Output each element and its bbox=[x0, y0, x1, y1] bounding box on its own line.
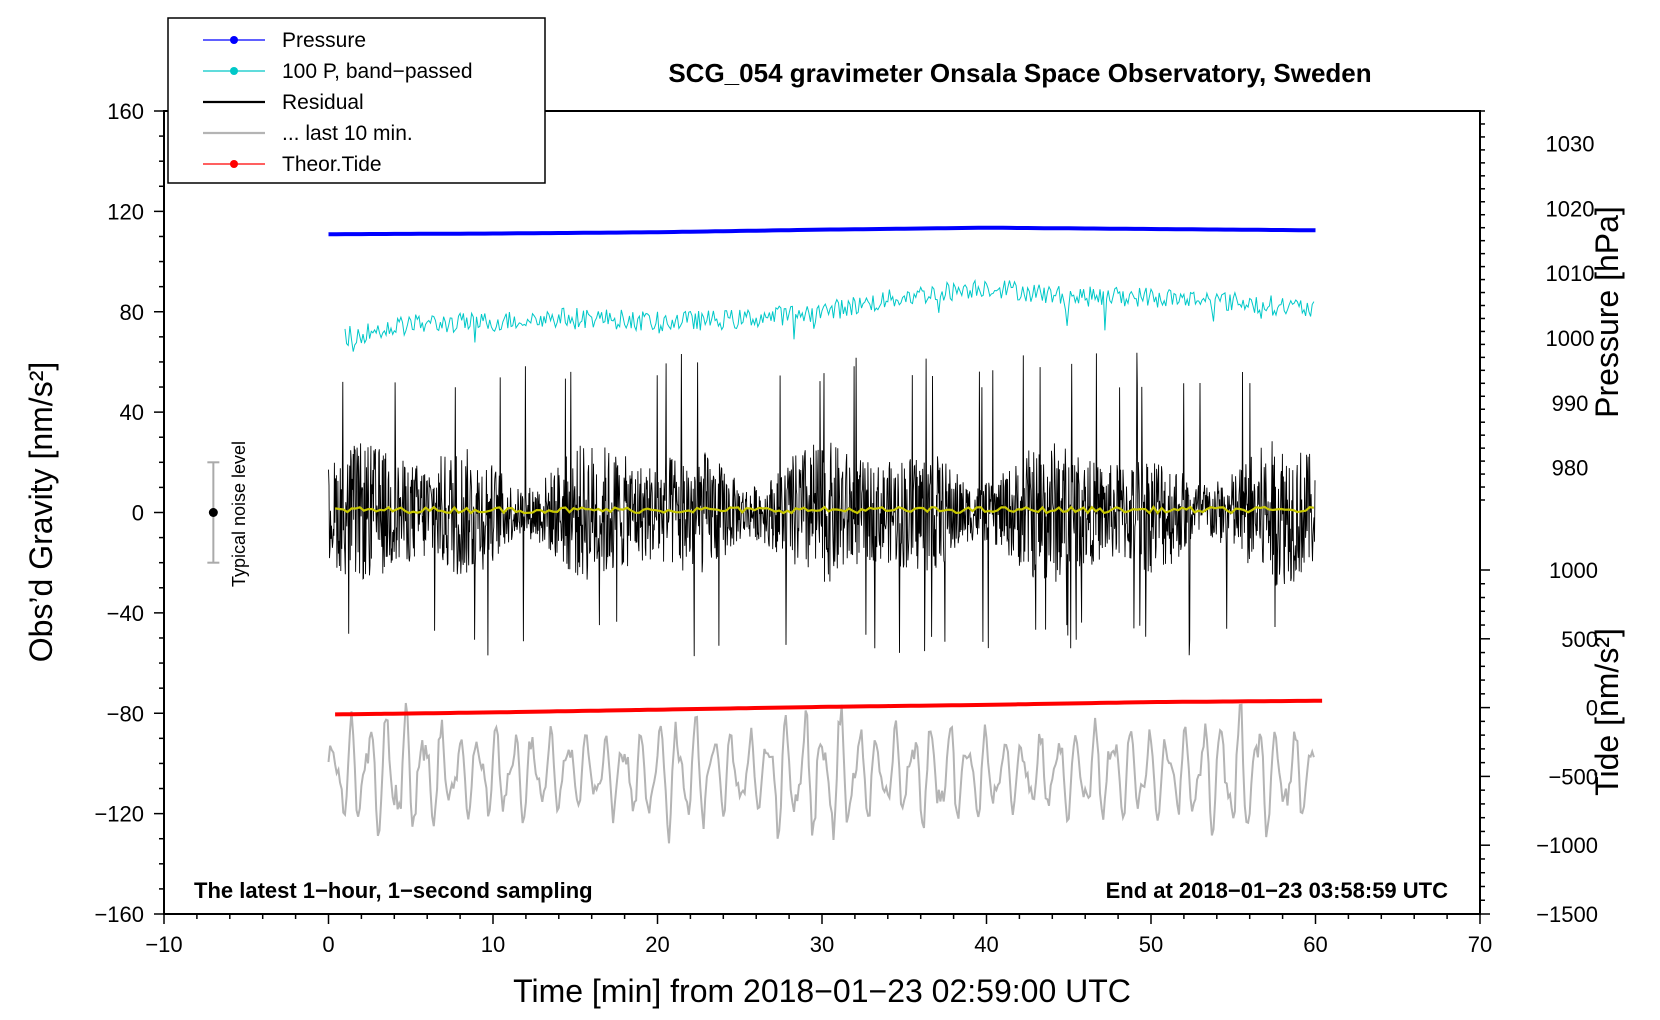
x-tick-label: 50 bbox=[1139, 932, 1163, 957]
y-axis-label-tide: Tide [nm/s²] bbox=[1589, 628, 1625, 796]
legend-marker bbox=[230, 160, 238, 168]
pressure-tick-label: 1000 bbox=[1546, 326, 1595, 351]
pressure-tick-label: 980 bbox=[1552, 456, 1589, 481]
annotation-sampling: The latest 1−hour, 1−second sampling bbox=[194, 878, 593, 903]
legend: Pressure 100 P, band−passed Residual ... la… bbox=[167, 17, 546, 184]
tide-tick-label: 0 bbox=[1586, 696, 1598, 721]
legend-marker bbox=[230, 36, 238, 44]
noise-level-indicator: Typical noise level bbox=[207, 441, 249, 587]
legend-label: ... last 10 min. bbox=[282, 122, 413, 145]
y-tick-label: 120 bbox=[107, 199, 144, 224]
x-axis-label: Time [min] from 2018−01−23 02:59:00 UTC bbox=[513, 973, 1131, 1009]
legend-label: Theor.Tide bbox=[282, 153, 382, 176]
x-tick-label: 40 bbox=[974, 932, 998, 957]
y-tick-label: −160 bbox=[94, 902, 144, 927]
series-residual-smoothed bbox=[334, 505, 1315, 515]
x-tick-label: 70 bbox=[1468, 932, 1492, 957]
x-tick-label: 0 bbox=[322, 932, 334, 957]
y-tick-label: −80 bbox=[107, 701, 144, 726]
x-tick-label: 30 bbox=[810, 932, 834, 957]
tide-tick-label: −1500 bbox=[1536, 902, 1598, 927]
tide-tick-label: 500 bbox=[1561, 627, 1598, 652]
pressure-tick-label: 1010 bbox=[1546, 261, 1595, 286]
tide-tick-label: 1000 bbox=[1549, 558, 1598, 583]
y-tick-label: 0 bbox=[132, 501, 144, 526]
legend-marker bbox=[230, 67, 238, 75]
pressure-tick-label: 990 bbox=[1552, 391, 1589, 416]
tide-tick-label: −500 bbox=[1548, 764, 1598, 789]
y-tick-label: −40 bbox=[107, 601, 144, 626]
series-pressure-band-passed bbox=[344, 278, 1315, 352]
series-pressure bbox=[328, 225, 1316, 237]
x-tick-label: −10 bbox=[145, 932, 182, 957]
pressure-tick-label: 1020 bbox=[1546, 196, 1595, 221]
series-theor-tide bbox=[335, 698, 1323, 717]
x-tick-label: 10 bbox=[481, 932, 505, 957]
legend-box bbox=[167, 17, 546, 184]
chart-title: SCG_054 gravimeter Onsala Space Observat… bbox=[668, 58, 1371, 88]
x-tick-label: 60 bbox=[1303, 932, 1327, 957]
annotation-end-time: End at 2018−01−23 03:58:59 UTC bbox=[1106, 878, 1449, 903]
y-tick-label: 80 bbox=[120, 300, 144, 325]
tide-tick-label: −1000 bbox=[1536, 833, 1598, 858]
series-residual bbox=[328, 352, 1316, 657]
legend-label: 100 P, band−passed bbox=[282, 60, 473, 83]
legend-label: Pressure bbox=[282, 29, 366, 52]
y-axis-label-pressure: Pressure [hPa] bbox=[1589, 206, 1625, 418]
noise-level-dot bbox=[208, 508, 218, 517]
noise-level-label: Typical noise level bbox=[229, 441, 249, 587]
y-tick-label: 160 bbox=[107, 99, 144, 124]
y-axis-label-gravity: Obs’d Gravity [nm/s²] bbox=[23, 362, 59, 663]
legend-label: Residual bbox=[282, 91, 364, 114]
y-tick-label: 40 bbox=[120, 400, 144, 425]
y-tick-label: −120 bbox=[94, 802, 144, 827]
x-tick-label: 20 bbox=[645, 932, 669, 957]
series-last-10-min bbox=[327, 702, 1315, 844]
pressure-tick-label: 1030 bbox=[1546, 131, 1595, 156]
